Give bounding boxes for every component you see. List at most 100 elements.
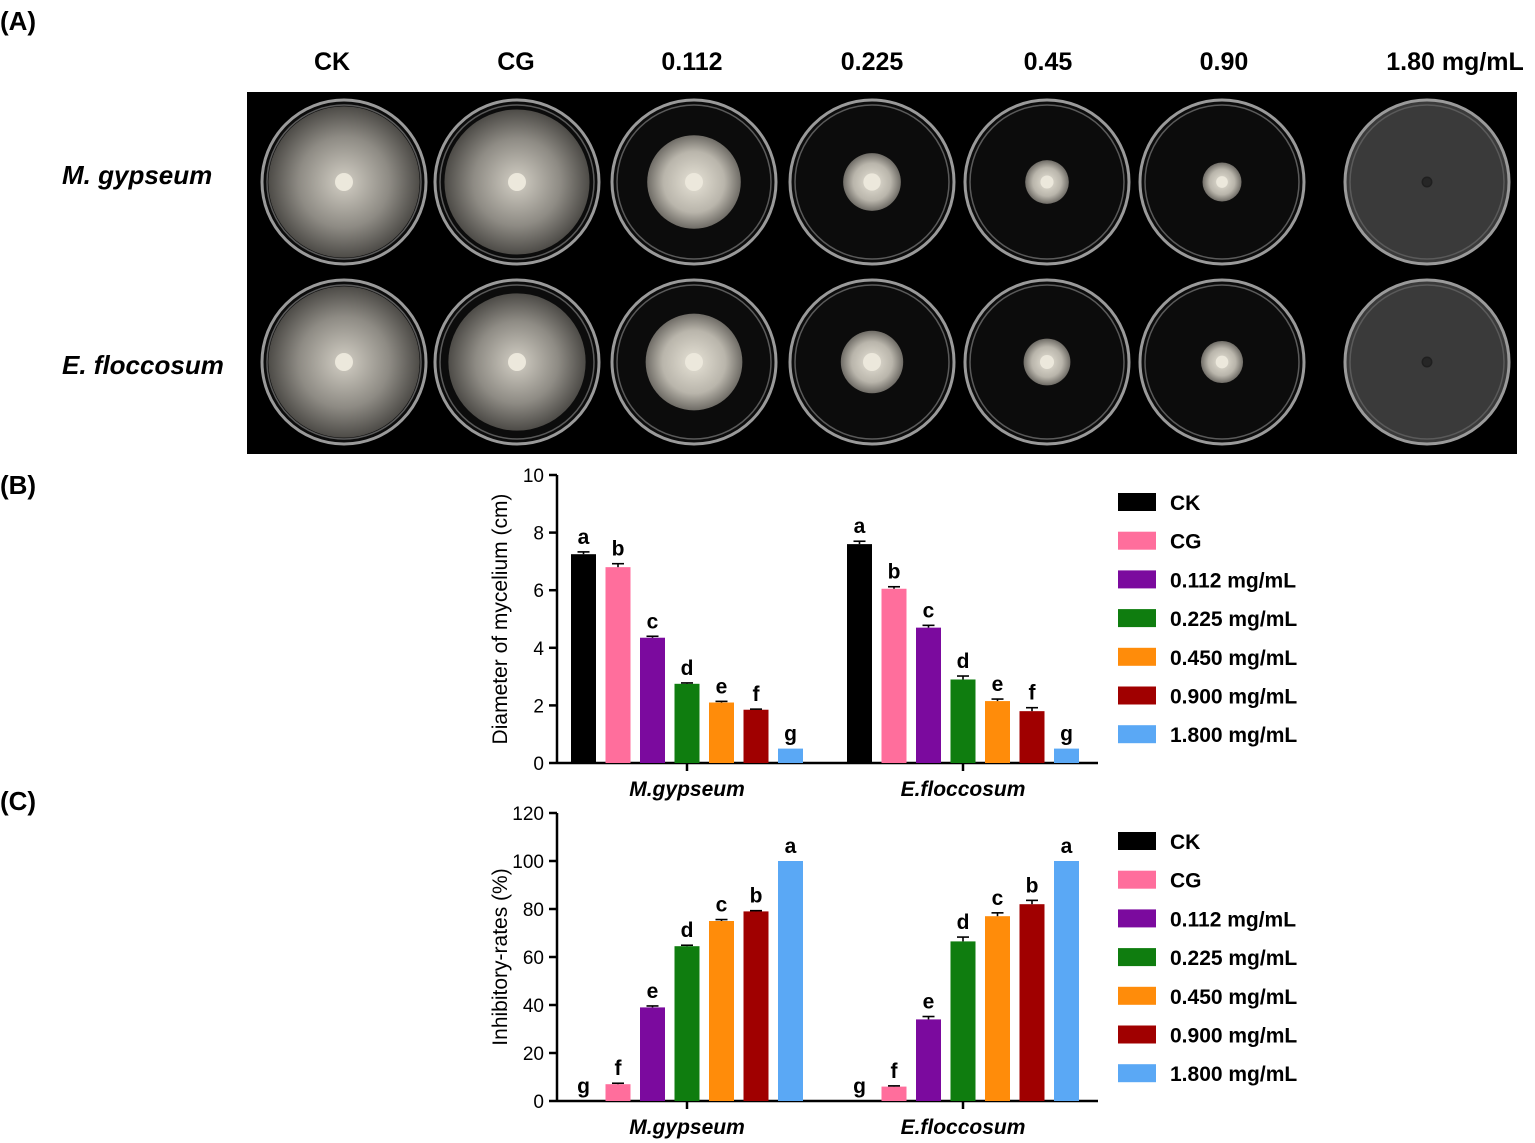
chart-c-bar xyxy=(709,921,734,1101)
dish-inner-rim xyxy=(1349,284,1505,440)
colony-center xyxy=(1039,354,1055,370)
colony-center xyxy=(1040,175,1054,189)
dish-inner-rim xyxy=(969,104,1125,260)
chart-c-bar xyxy=(778,861,803,1101)
chart-b-legend-label: 0.450 mg/mL xyxy=(1170,647,1297,670)
row-label-m-gypseum: M. gypseum xyxy=(62,160,213,190)
chart-c-y-axis-title: Inhibitory-rates (%) xyxy=(489,868,512,1045)
chart-b-bar xyxy=(916,627,941,763)
chart-c-legend-label: 0.900 mg/mL xyxy=(1170,1025,1297,1048)
chart-b-bar xyxy=(778,748,803,763)
chart-c-category-label: M.gypseum xyxy=(629,1116,745,1139)
dish-inner-rim xyxy=(794,284,950,440)
chart-b-legend-label: CG xyxy=(1170,531,1202,554)
colony-center xyxy=(1215,355,1229,369)
chart-c-legend-label: CK xyxy=(1170,831,1200,854)
chart-b-significance-letter: d xyxy=(681,657,694,680)
chart-c-bar xyxy=(1019,904,1045,1101)
chart-b-bar xyxy=(571,554,596,763)
dish-inner-rim xyxy=(794,104,950,260)
chart-b-significance-letter: b xyxy=(888,561,901,584)
petri-dish xyxy=(260,98,428,266)
chart-c-significance-letter: g xyxy=(853,1075,866,1098)
dish-inner-rim xyxy=(1144,104,1300,260)
petri-dish xyxy=(1138,98,1306,266)
dish-inner-rim xyxy=(1144,284,1300,440)
panel-a-label: (A) xyxy=(0,6,37,36)
petri-dish xyxy=(788,98,956,266)
chart-b-y-tick-label: 0 xyxy=(533,754,544,775)
chart-c-legend-label: 0.225 mg/mL xyxy=(1170,947,1297,970)
petri-dish xyxy=(610,98,778,266)
dish-inner-rim xyxy=(266,284,422,440)
colony-center xyxy=(863,353,881,371)
chart-b-y-axis-title: Diameter of mycelium (cm) xyxy=(489,494,512,745)
chart-b-legend-label: 0.900 mg/mL xyxy=(1170,686,1297,709)
chart-c-legend-swatch xyxy=(1118,1025,1156,1044)
chart-c-bar xyxy=(674,946,700,1101)
chart-c-significance-letter: a xyxy=(1061,835,1073,858)
dish-inner-rim xyxy=(266,104,422,260)
colony-center xyxy=(1423,178,1431,186)
chart-c-y-tick-label: 100 xyxy=(512,852,544,873)
colony-center xyxy=(335,173,353,191)
column-label-cg: CG xyxy=(497,48,535,76)
colony-center xyxy=(1423,358,1431,366)
chart-c-legend-label: 0.112 mg/mL xyxy=(1170,908,1296,931)
dish-inner-rim xyxy=(439,284,595,440)
dish-inner-rim xyxy=(616,104,772,260)
colony-center xyxy=(685,353,703,371)
chart-b-bar xyxy=(950,679,976,763)
chart-c-significance-letter: d xyxy=(957,911,970,934)
chart-b-y-tick-label: 2 xyxy=(533,696,544,717)
chart-c-y-tick-label: 0 xyxy=(533,1092,544,1113)
dish-inner-rim xyxy=(439,104,595,260)
chart-c-legend-swatch xyxy=(1118,870,1156,889)
chart-b-significance-letter: e xyxy=(716,675,728,698)
dish-inner-rim xyxy=(969,284,1125,440)
panel-b-label: (B) xyxy=(0,470,37,500)
chart-c-significance-letter: g xyxy=(577,1075,590,1098)
petri-dish xyxy=(610,278,778,446)
colony-center xyxy=(863,173,881,191)
chart-c-legend-swatch xyxy=(1118,986,1156,1005)
chart-b-y-tick-label: 10 xyxy=(523,466,544,487)
chart-c-y-tick-label: 60 xyxy=(523,948,544,969)
chart-c-y-tick-label: 80 xyxy=(523,900,544,921)
chart-c-y-tick-label: 40 xyxy=(523,996,544,1017)
chart-c-significance-letter: f xyxy=(615,1057,623,1080)
dish-inner-rim xyxy=(616,284,772,440)
petri-dish-photo-grid xyxy=(247,92,1517,454)
chart-b-bar xyxy=(847,544,872,763)
column-label-1-80: 1.80 mg/mL xyxy=(1386,48,1524,76)
colony-center xyxy=(685,173,703,191)
chart-b-legend-label: 0.112 mg/mL xyxy=(1170,569,1296,592)
chart-b-legend-label: 1.800 mg/mL xyxy=(1170,724,1297,747)
chart-b-category-label: M.gypseum xyxy=(629,778,745,801)
colony-center xyxy=(335,353,353,371)
chart-b-legend-label: CK xyxy=(1170,492,1200,515)
chart-b-legend-swatch xyxy=(1118,609,1156,628)
chart-c-bar xyxy=(985,916,1010,1101)
chart-c-legend-swatch xyxy=(1118,832,1156,850)
chart-b-bar xyxy=(1019,711,1045,763)
chart-c-y-tick-label: 120 xyxy=(512,804,544,825)
chart-c-bar xyxy=(950,941,976,1101)
chart-c-bar xyxy=(1054,861,1079,1101)
petri-dish xyxy=(433,98,601,266)
chart-b-significance-letter: g xyxy=(1060,723,1073,746)
chart-b-significance-letter: a xyxy=(578,526,590,549)
petri-dish xyxy=(1343,98,1511,266)
chart-c-significance-letter: f xyxy=(891,1060,899,1083)
chart-c-bar xyxy=(605,1084,631,1101)
chart-b-bar xyxy=(605,567,631,763)
chart-b-significance-letter: c xyxy=(647,610,659,633)
colony-center xyxy=(1216,176,1228,188)
chart-b-legend-swatch xyxy=(1118,531,1156,550)
chart-b-bar xyxy=(985,701,1010,763)
panel-c-label: (C) xyxy=(0,786,37,816)
chart-c-bar xyxy=(881,1086,907,1101)
column-label-0-225: 0.225 xyxy=(840,48,904,76)
chart-c-y-tick-label: 20 xyxy=(523,1044,544,1065)
chart-b-bar xyxy=(640,637,665,763)
